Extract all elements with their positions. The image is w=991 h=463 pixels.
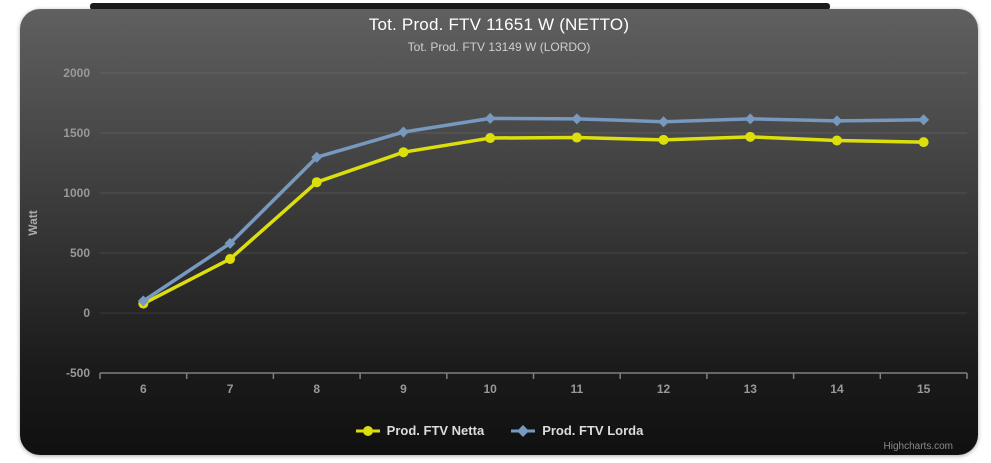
svg-text:2000: 2000 (63, 66, 90, 80)
legend-label-netta: Prod. FTV Netta (386, 423, 485, 438)
top-dark-strip (90, 3, 830, 10)
series-marker-circle-icon (355, 425, 380, 436)
svg-text:15: 15 (917, 382, 931, 396)
svg-text:1500: 1500 (63, 126, 90, 140)
svg-text:14: 14 (830, 382, 844, 396)
legend-item-prod-ftv-netta[interactable]: Prod. FTV Netta (355, 423, 485, 438)
chart-title: Tot. Prod. FTV 11651 W (NETTO) (368, 15, 630, 34)
chart-card: Tot. Prod. FTV 11651 W (NETTO) Tot. Prod… (20, 9, 978, 455)
svg-text:12: 12 (657, 382, 671, 396)
legend: Prod. FTV Netta Prod. FTV Lorda (20, 423, 978, 438)
svg-text:8: 8 (313, 382, 320, 396)
svg-text:11: 11 (571, 382, 584, 396)
chart-subtitle: Tot. Prod. FTV 13149 W (LORDO) (407, 40, 591, 54)
svg-text:-500: -500 (66, 366, 90, 380)
svg-text:7: 7 (227, 382, 234, 396)
highcharts-credit[interactable]: Highcharts.com (883, 441, 953, 452)
svg-text:0: 0 (83, 306, 90, 320)
legend-label-lorda: Prod. FTV Lorda (542, 423, 644, 438)
svg-text:13: 13 (744, 382, 758, 396)
legend-item-prod-ftv-lorda[interactable]: Prod. FTV Lorda (510, 423, 643, 438)
svg-text:9: 9 (400, 382, 407, 396)
svg-text:10: 10 (483, 382, 497, 396)
chart-plot-area[interactable]: 2000 1500 1000 500 0 -500 6 7 8 9 10 11 12 13 14 15 Watt (20, 9, 978, 456)
svg-text:1000: 1000 (63, 186, 90, 200)
series-marker-diamond-icon (511, 424, 536, 437)
svg-text:6: 6 (140, 382, 147, 396)
svg-text:Watt: Watt (26, 210, 40, 236)
svg-text:500: 500 (70, 246, 90, 260)
